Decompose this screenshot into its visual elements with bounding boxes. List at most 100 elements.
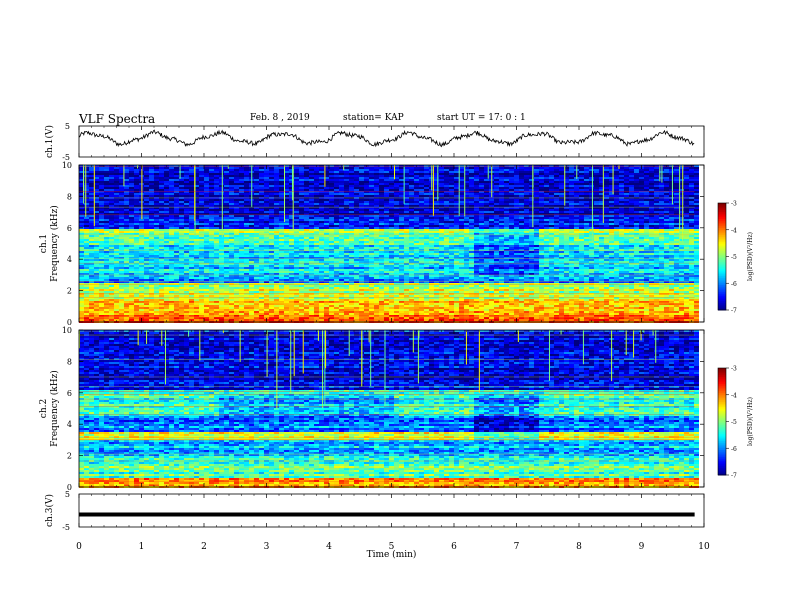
spectrogram-cell [629,219,634,221]
spectrogram-cell [619,205,624,207]
spectrogram-cell [224,223,229,225]
spectrogram-cell [594,199,599,201]
spectrogram-cell [169,179,174,181]
spectrogram-cell [204,189,209,191]
spectrogram-cell [694,167,699,169]
spectrogram-cell [344,173,349,175]
spectrogram-cell [304,219,309,221]
spectrogram-cell [254,243,259,245]
spectrogram-cell [459,205,464,207]
spectrogram-cell [159,231,164,233]
spectrogram-cell [159,189,164,191]
spectrogram-cell [309,199,314,201]
spectrogram-cell [459,239,464,241]
spectrogram-cell [359,173,364,175]
spectrogram-cell [104,195,109,197]
spectrogram-cell [394,239,399,241]
spectrogram-cell [134,241,139,243]
spectrogram-cell [579,229,584,231]
spectrogram-cell [544,181,549,183]
spectrogram-cell [354,181,359,183]
spectrogram-cell [89,185,94,187]
spectrogram-cell [369,169,374,171]
spectrogram-cell [389,181,394,183]
spectrogram-cell [649,185,654,187]
spectrogram-cell [534,237,539,239]
spectrogram-cell [654,221,659,223]
spectrogram-cell [444,219,449,221]
spectrogram-cell [314,187,319,189]
spectrogram-cell [529,229,534,231]
spectrogram-cell [274,231,279,233]
spectrogram-cell [244,215,249,217]
spectrogram-cell [84,169,89,171]
spectrogram-cell [179,219,184,221]
spectrogram-cell [624,181,629,183]
spectrogram-cell [499,241,504,243]
spectrogram-cell [219,181,224,183]
spectrogram-cell [579,241,584,243]
spectrogram-cell [199,221,204,223]
spectrogram-cell [534,239,539,241]
spectrogram-cell [424,183,429,185]
spectrogram-cell [154,193,159,195]
spectrogram-cell [449,185,454,187]
spectrogram-cell [474,173,479,175]
spectrogram-cell [689,217,694,219]
spectrogram-cell [669,231,674,233]
spectrogram-cell [634,217,639,219]
spectrogram-cell [164,209,169,211]
spectrogram-cell [144,199,149,201]
spectrogram-cell [664,227,669,229]
spectrogram-cell [609,231,614,233]
spectrogram-cell [614,239,619,241]
spectrogram-cell [354,175,359,177]
spectrogram-cell [244,227,249,229]
spectrogram-cell [499,235,504,237]
spectrogram-cell [434,217,439,219]
spectrogram-cell [319,209,324,211]
spectrogram-cell [244,181,249,183]
spectrogram-cell [214,221,219,223]
spectrogram-cell [124,173,129,175]
spectrogram-cell [354,187,359,189]
spectrogram-cell [294,221,299,223]
spectrogram-cell [484,187,489,189]
spectrogram-cell [669,215,674,217]
spectrogram-cell [414,191,419,193]
spectrogram-cell [554,227,559,229]
spectrogram-cell [279,243,284,245]
spectrogram-cell [254,201,259,203]
spectrogram-cell [619,181,624,183]
spectrogram-cell [659,237,664,239]
spectrogram-cell [669,199,674,201]
spectrogram-cell [444,231,449,233]
spectrogram-cell [219,171,224,173]
spectrogram-cell [539,209,544,211]
spectrogram-cell [204,221,209,223]
spectrogram-cell [259,171,264,173]
spectrogram-cell [444,215,449,217]
spectrogram-cell [379,229,384,231]
spectrogram-cell [174,179,179,181]
spectrogram-cell [514,173,519,175]
spectrogram-cell [109,223,114,225]
spectrogram-cell [284,229,289,231]
spectrogram-cell [544,227,549,229]
spectrogram-cell [229,219,234,221]
spectrogram-cell [629,191,634,193]
spectrogram-cell [624,229,629,231]
spectrogram-cell [204,237,209,239]
spectrogram-cell [644,217,649,219]
spectrogram-cell [604,229,609,231]
spectrogram-cell [554,173,559,175]
spectrogram-cell [584,185,589,187]
spectrogram-cell [684,183,689,185]
spectrogram-cell [559,169,564,171]
spectrogram-cell [239,175,244,177]
spectrogram-cell [184,171,189,173]
spectrogram-cell [454,209,459,211]
spectrogram-cell [119,219,124,221]
spectrogram-cell [184,235,189,237]
spectrogram-cell [349,203,354,205]
